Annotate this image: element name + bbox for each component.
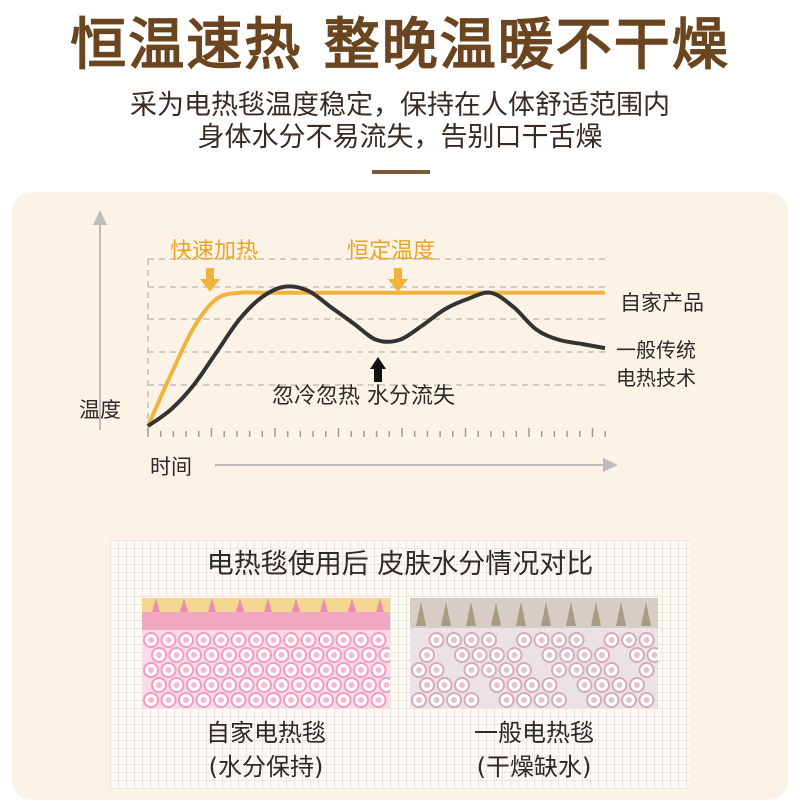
comparison-right-note: (干燥缺水) <box>476 753 592 781</box>
comparison-left-label: 自家电热毯 <box>206 719 326 747</box>
x-axis-arrow-icon <box>603 458 618 472</box>
series-line-own-product <box>146 290 605 427</box>
comparison-right-label: 一般电热毯 <box>474 719 594 747</box>
legend-own-product: 自家产品 <box>620 291 704 315</box>
comparison-title: 电热毯使用后 皮肤水分情况对比 <box>206 549 594 580</box>
annotation-fast-heat: 快速加热 <box>170 239 258 264</box>
skin-illustration-moist <box>142 598 390 708</box>
series-line-traditional <box>146 284 606 428</box>
fast-heat-arrow-icon <box>200 268 220 292</box>
legend-traditional-line1: 一般传统 <box>616 338 696 362</box>
legend-traditional-line2: 电热技术 <box>616 366 696 390</box>
subtitle-line-1: 采为电热毯温度稳定，保持在人体舒适范围内 <box>130 90 670 121</box>
subtitle-line-2: 身体水分不易流失，告别口干舌燥 <box>197 122 603 153</box>
y-axis-label: 温度 <box>79 398 121 422</box>
annotation-fluctuation: 忽冷忽热 水分流失 <box>272 384 455 409</box>
temperature-chart: 温度 时间 快速加热 恒定温度 忽冷忽热 水分流失 自家产品 一般传统 电热技术 <box>79 210 704 479</box>
x-axis-ticks <box>147 428 606 437</box>
skin-illustration-dry <box>410 598 658 708</box>
title-divider <box>372 170 430 174</box>
annotation-constant-temp: 恒定温度 <box>347 239 435 264</box>
y-axis-arrow-icon <box>93 210 107 225</box>
comparison-left-note: (水分保持) <box>208 753 324 781</box>
constant-temp-arrow-icon <box>388 268 408 292</box>
fluctuation-arrow-icon <box>370 357 386 382</box>
headline: 恒温速热 整晚温暖不干燥 <box>70 13 730 78</box>
x-axis-label: 时间 <box>150 455 192 479</box>
